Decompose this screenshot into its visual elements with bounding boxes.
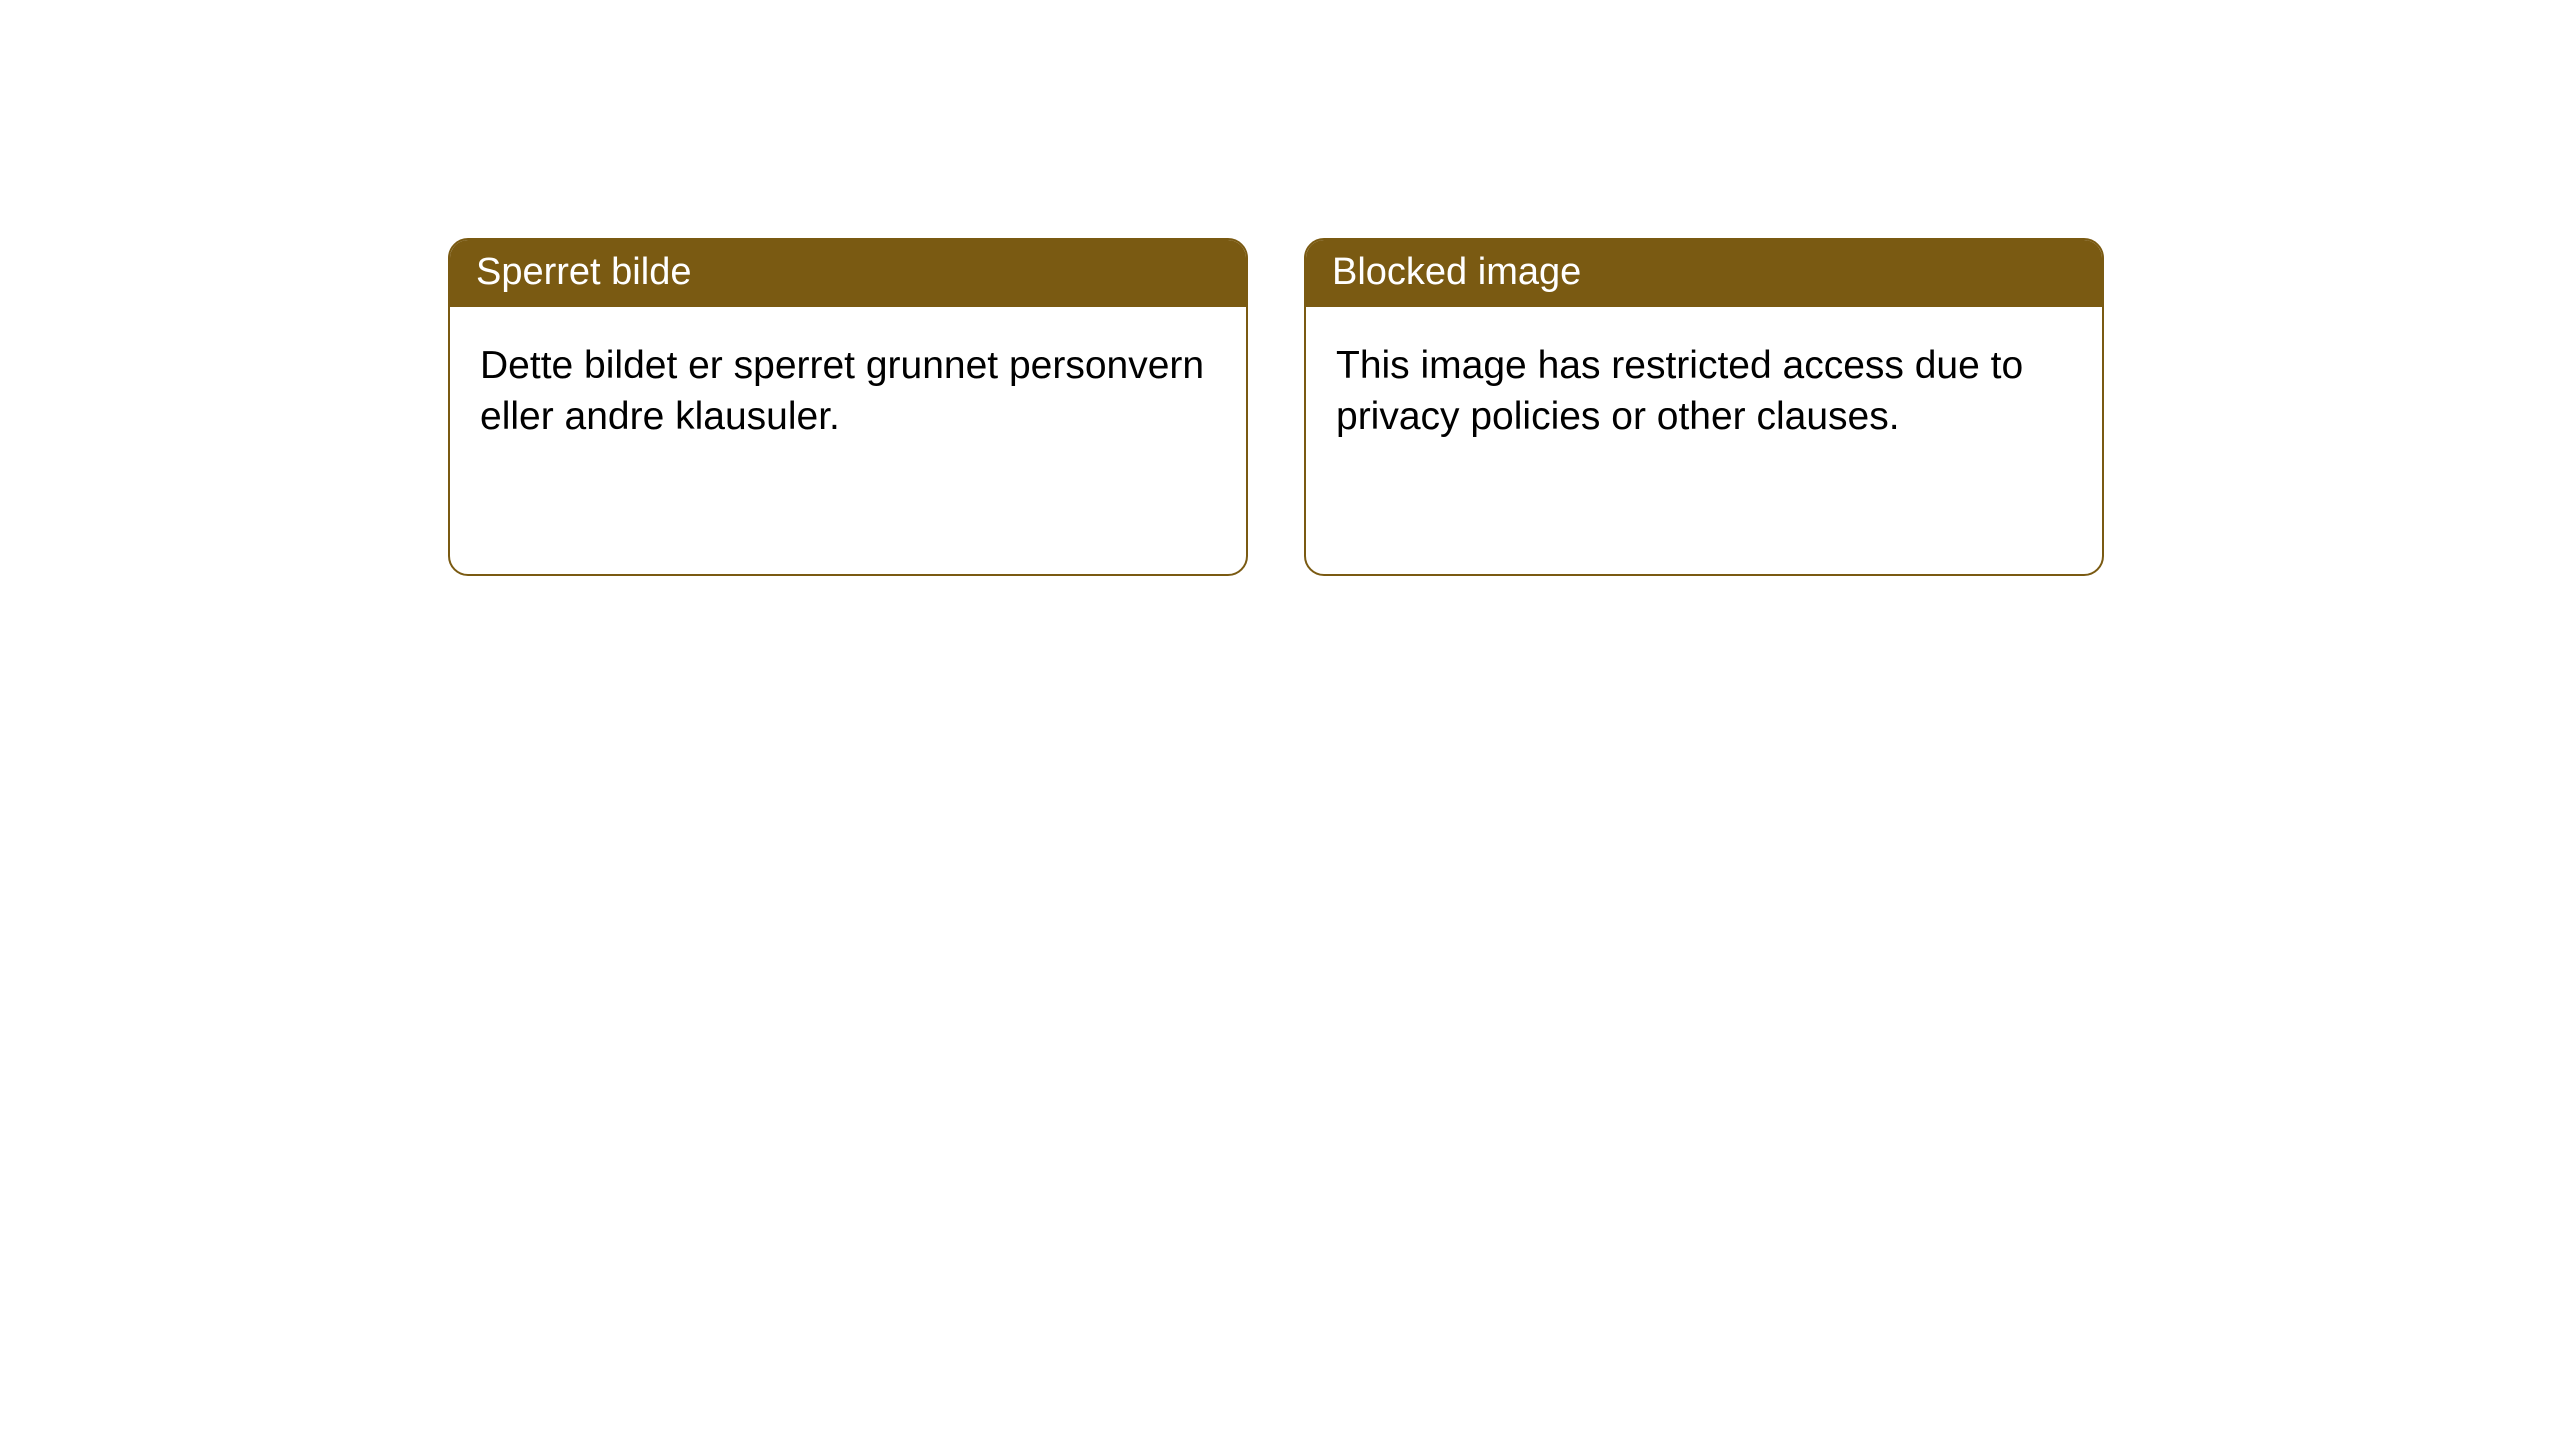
notice-cards-container: Sperret bilde Dette bildet er sperret gr… <box>0 0 2560 576</box>
card-body: This image has restricted access due to … <box>1306 307 2102 476</box>
card-body-text: Dette bildet er sperret grunnet personve… <box>480 344 1204 438</box>
card-title: Sperret bilde <box>476 251 691 293</box>
card-header: Blocked image <box>1306 240 2102 307</box>
card-body-text: This image has restricted access due to … <box>1336 344 2023 438</box>
notice-card-english: Blocked image This image has restricted … <box>1304 238 2104 576</box>
notice-card-norwegian: Sperret bilde Dette bildet er sperret gr… <box>448 238 1248 576</box>
card-header: Sperret bilde <box>450 240 1246 307</box>
card-title: Blocked image <box>1332 251 1581 293</box>
card-body: Dette bildet er sperret grunnet personve… <box>450 307 1246 476</box>
